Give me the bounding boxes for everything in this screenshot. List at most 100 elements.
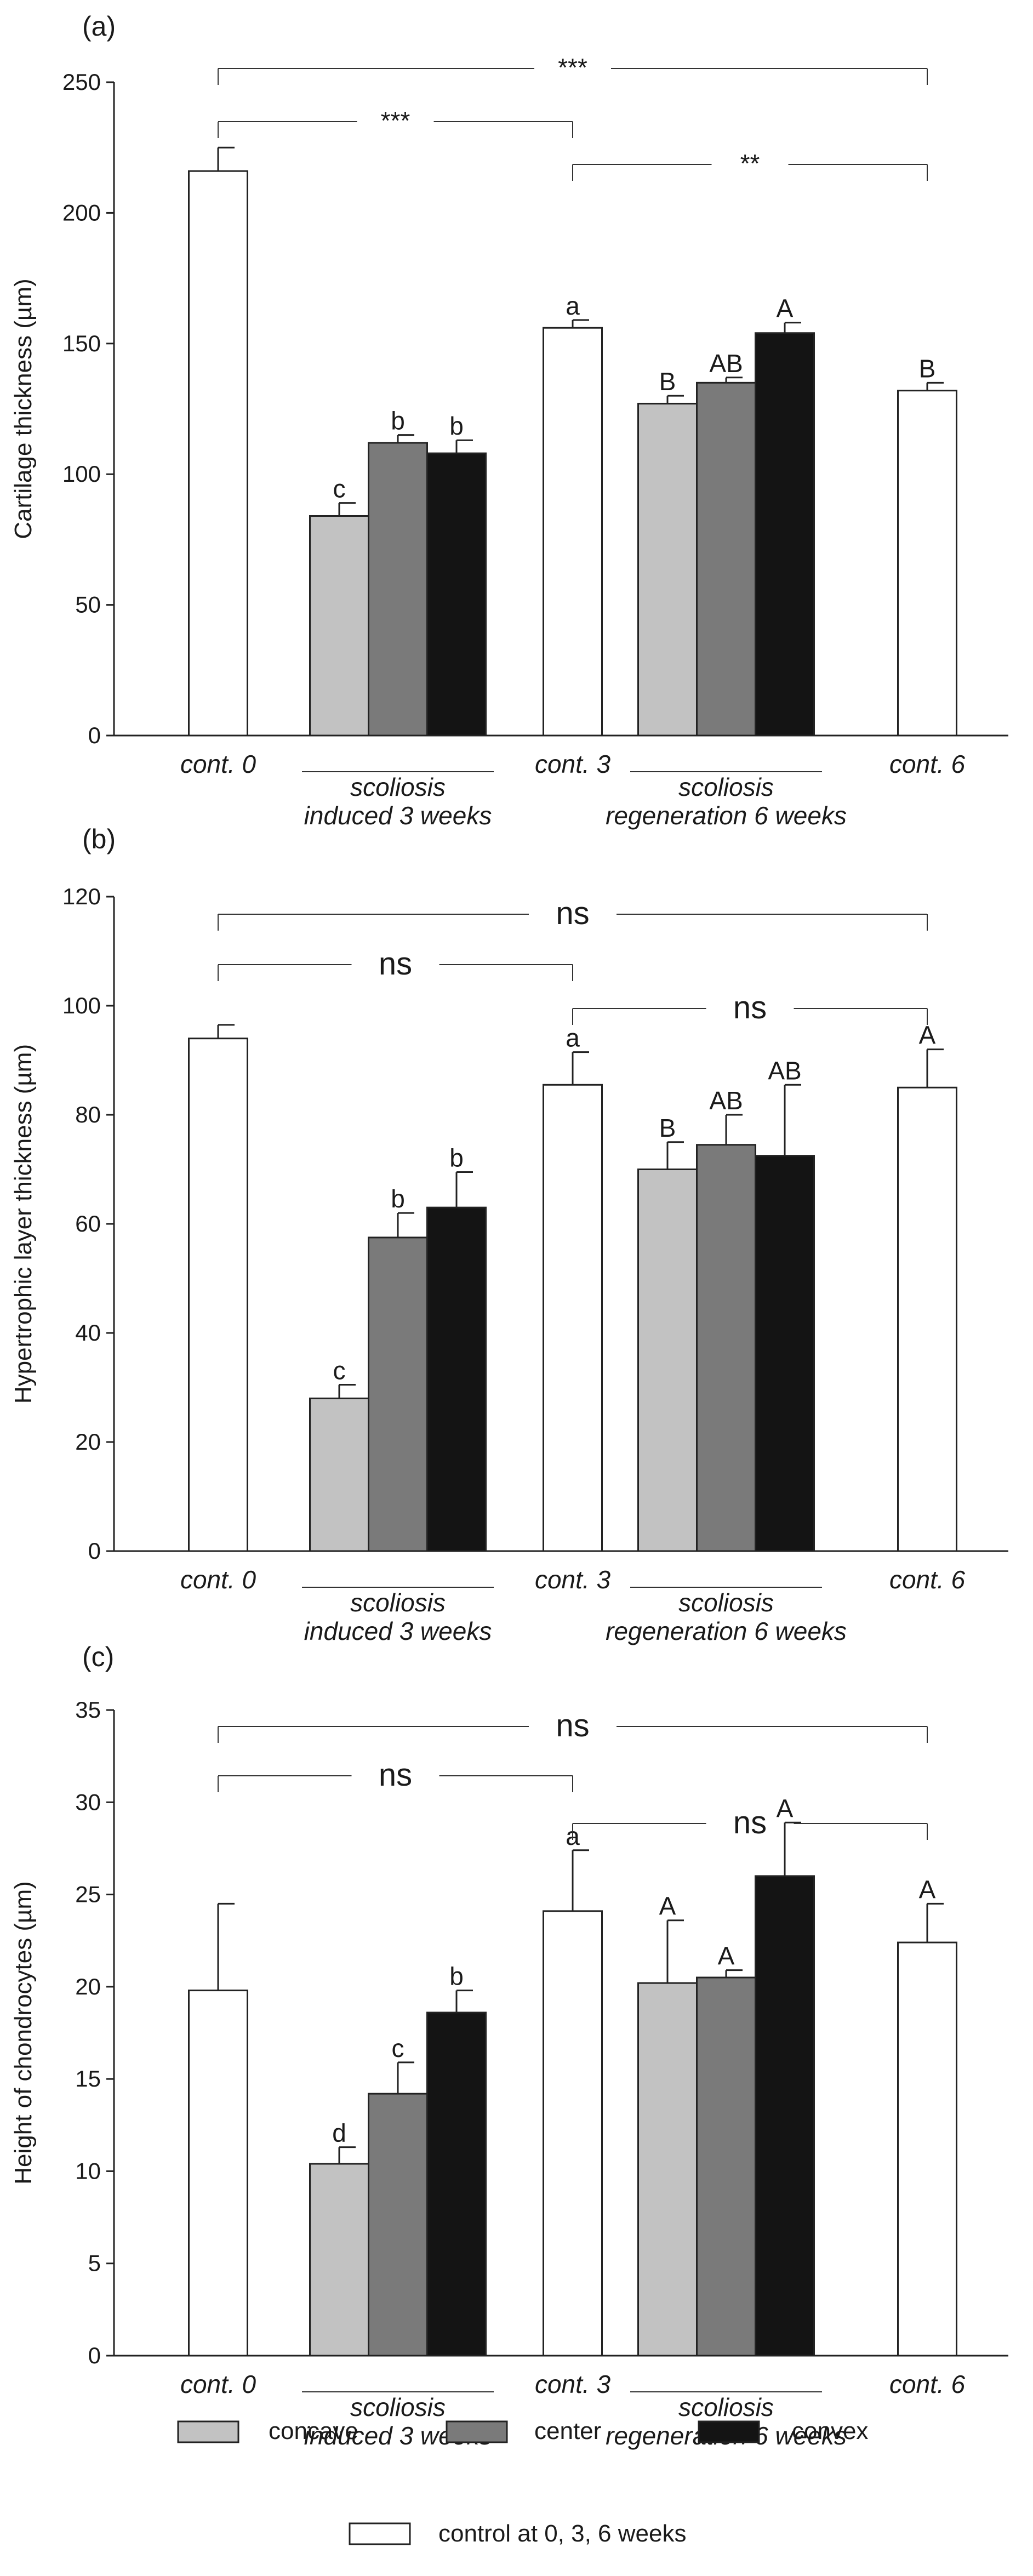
panel-label: (a) bbox=[82, 11, 116, 42]
bar-convex bbox=[755, 332, 815, 737]
bar-control bbox=[188, 1990, 248, 2357]
y-tick-label: 60 bbox=[75, 1211, 101, 1236]
y-tick-label: 150 bbox=[62, 330, 101, 356]
bar-letter: c bbox=[333, 475, 346, 503]
bar-control bbox=[897, 390, 957, 737]
bar-letter: a bbox=[566, 1024, 580, 1052]
panel-label: (c) bbox=[82, 1642, 114, 1672]
legend-swatch-control bbox=[349, 2522, 411, 2545]
bar-control bbox=[897, 1941, 957, 2357]
y-tick-label: 100 bbox=[62, 461, 101, 487]
bar-concave bbox=[309, 1397, 369, 1552]
y-axis-title: Cartilage thickness (µm) bbox=[10, 278, 37, 539]
y-tick-label: 0 bbox=[88, 2343, 101, 2368]
significance-label: ns bbox=[379, 1757, 412, 1793]
y-tick-label: 200 bbox=[62, 200, 101, 225]
bar-letter: A bbox=[777, 1794, 794, 1822]
significance-label: ns bbox=[379, 946, 412, 982]
y-tick-label: 30 bbox=[75, 1789, 101, 1815]
category-label: cont. 6 bbox=[889, 1565, 966, 1594]
bar-letter: A bbox=[919, 1875, 936, 1903]
bar-convex bbox=[426, 452, 487, 737]
category-label: cont. 6 bbox=[889, 2370, 966, 2398]
bar-letter: B bbox=[659, 367, 676, 396]
category-label: scoliosis bbox=[350, 2393, 446, 2421]
bar-center bbox=[696, 381, 756, 737]
significance-label: ** bbox=[740, 149, 760, 178]
bar-letter: b bbox=[449, 1962, 464, 1991]
bar-letter: B bbox=[919, 354, 936, 383]
bar-letter: AB bbox=[709, 1086, 743, 1115]
bar-center bbox=[696, 1976, 756, 2357]
legend: concave center convex control at 0, 3, 6 we… bbox=[177, 2418, 868, 2547]
category-label: cont. 3 bbox=[535, 750, 611, 778]
bar-center bbox=[368, 1236, 428, 1552]
category-label: cont. 0 bbox=[180, 750, 256, 778]
y-tick-label: 15 bbox=[75, 2066, 101, 2091]
bar-letter: AB bbox=[709, 349, 743, 378]
category-label: scoliosis bbox=[350, 1588, 446, 1617]
bar-convex bbox=[755, 1875, 815, 2357]
category-label: regeneration 6 weeks bbox=[606, 1617, 847, 1645]
bar-control bbox=[543, 327, 603, 737]
bar-convex bbox=[426, 2011, 487, 2357]
category-label: cont. 3 bbox=[535, 2370, 611, 2398]
significance-label: ns bbox=[556, 1708, 589, 1743]
bar-control bbox=[543, 1910, 603, 2357]
bar-letter: A bbox=[659, 1892, 676, 1920]
legend-label: center bbox=[534, 2418, 601, 2444]
bar-concave bbox=[637, 402, 698, 737]
significance-label: *** bbox=[558, 53, 587, 82]
y-axis-title: Height of chondrocytes (µm) bbox=[10, 1881, 37, 2185]
significance-label: *** bbox=[381, 106, 410, 135]
bar-letter: A bbox=[777, 294, 794, 323]
bar-convex bbox=[426, 1206, 487, 1552]
bar-letter: d bbox=[332, 2119, 346, 2147]
category-label: scoliosis bbox=[678, 1588, 774, 1617]
legend-swatch-convex bbox=[698, 2420, 760, 2443]
category-label: induced 3 weeks bbox=[304, 801, 492, 830]
category-label: scoliosis bbox=[678, 773, 774, 801]
y-tick-label: 35 bbox=[75, 1697, 101, 1723]
bar-concave bbox=[637, 1169, 698, 1552]
bar-center bbox=[368, 442, 428, 737]
category-label: induced 3 weeks bbox=[304, 1617, 492, 1645]
bar-letter: B bbox=[659, 1114, 676, 1142]
bar-letter: b bbox=[391, 407, 405, 435]
significance-label: ns bbox=[733, 1805, 767, 1840]
bar-concave bbox=[637, 1982, 698, 2357]
significance-label: ns bbox=[733, 990, 767, 1025]
category-label: scoliosis bbox=[350, 773, 446, 801]
bar-control bbox=[188, 1038, 248, 1552]
legend-label: convex bbox=[792, 2418, 868, 2444]
category-label: regeneration 6 weeks bbox=[606, 801, 847, 830]
bar-letter: A bbox=[919, 1021, 936, 1050]
y-tick-label: 0 bbox=[88, 722, 101, 748]
bar-letter: AB bbox=[768, 1056, 801, 1085]
chart-panel-1: (a) 0 50 100 150 200 250 Cartilage thickness (µ… bbox=[10, 11, 1008, 830]
chart-panel-2: (b) 0 20 40 60 80 100 120 Hypertrophic layer thi… bbox=[10, 824, 1008, 1645]
category-label: cont. 0 bbox=[180, 1565, 256, 1594]
y-tick-label: 20 bbox=[75, 1429, 101, 1455]
legend-swatch-concave bbox=[177, 2420, 239, 2443]
y-axis-title: Hypertrophic layer thickness (µm) bbox=[10, 1044, 37, 1404]
bar-letter: b bbox=[449, 412, 464, 440]
bar-control bbox=[897, 1086, 957, 1552]
bar-concave bbox=[309, 515, 369, 737]
y-tick-label: 250 bbox=[62, 69, 101, 95]
bar-letter: a bbox=[566, 292, 580, 320]
category-label: scoliosis bbox=[678, 2393, 774, 2421]
bar-control bbox=[543, 1084, 603, 1552]
category-label: cont. 0 bbox=[180, 2370, 256, 2398]
category-label: cont. 3 bbox=[535, 1565, 611, 1594]
y-tick-label: 120 bbox=[62, 884, 101, 909]
legend-swatch-center bbox=[446, 2420, 508, 2443]
y-tick-label: 80 bbox=[75, 1102, 101, 1127]
legend-label: control at 0, 3, 6 weeks bbox=[438, 2520, 686, 2547]
y-tick-label: 100 bbox=[62, 993, 101, 1018]
bar-letter: A bbox=[718, 1942, 735, 1970]
y-tick-label: 20 bbox=[75, 1974, 101, 1999]
bar-letter: b bbox=[449, 1143, 464, 1172]
bar-letter: c bbox=[392, 2034, 404, 2062]
y-tick-label: 40 bbox=[75, 1320, 101, 1346]
